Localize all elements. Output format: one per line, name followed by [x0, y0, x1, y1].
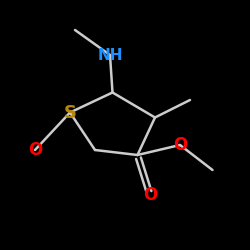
Text: O: O: [28, 141, 42, 159]
Text: O: O: [143, 186, 157, 204]
Text: S: S: [64, 104, 76, 122]
Text: O: O: [173, 136, 187, 154]
Text: NH: NH: [97, 48, 123, 62]
